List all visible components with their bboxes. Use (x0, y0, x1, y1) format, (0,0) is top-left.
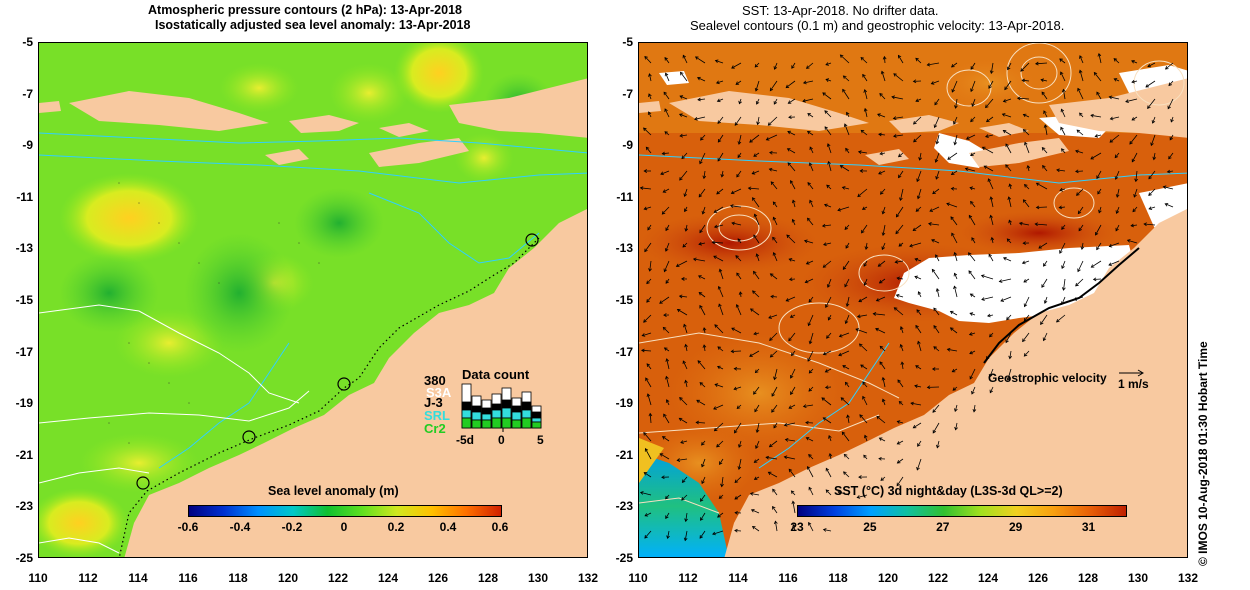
left-y-tick--25: -25 (15, 551, 33, 565)
right-x-tick-128: 128 (1077, 571, 1099, 585)
left-x-tick-110: 110 (28, 571, 48, 585)
left-x-tick-114: 114 (128, 571, 148, 585)
imos-credit: © IMOS 10-Aug-2018 01:30 Hobart Time (1196, 341, 1210, 566)
left-x-tick-130: 130 (527, 571, 549, 585)
left-y-tick--7: -7 (22, 86, 33, 101)
right-x-tick-124: 124 (977, 571, 999, 585)
left-y-tick--15: -15 (15, 293, 33, 307)
right-y-tick--19: -19 (615, 396, 633, 411)
data-count-xtick-0: 0 (498, 433, 505, 447)
left-x-tick-122: 122 (327, 571, 349, 585)
data-count-s3a: S3A (426, 385, 452, 400)
left-title-line2: Isostatically adjusted sea level anomaly… (155, 18, 471, 32)
left-x-tick-120: 120 (277, 571, 299, 585)
velocity-legend-scale: 1 m/s (1118, 377, 1149, 391)
right-colorbar-tick-27: 27 (936, 520, 950, 534)
right-x-tick-132: 132 (1177, 571, 1199, 585)
velocity-legend-label: Geostrophic velocity (988, 371, 1107, 385)
right-y-tick--5: -5 (622, 35, 633, 49)
right-colorbar-tick-23: 23 (790, 520, 804, 534)
right-y-tick--21: -21 (615, 447, 633, 462)
data-count-chart (461, 383, 542, 432)
right-x-tick-120: 120 (877, 571, 899, 585)
left-colorbar-tick-0.6: 0.6 (491, 520, 509, 534)
right-colorbar-tick-29: 29 (1008, 520, 1023, 534)
left-x-tick-124: 124 (377, 571, 399, 585)
left-y-tick--13: -13 (15, 241, 33, 256)
left-colorbar-tick-0: 0 (340, 520, 348, 534)
left-colorbar-title: Sea level anomaly (m) (268, 484, 399, 498)
left-y-tick--19: -19 (15, 396, 33, 411)
right-colorbar-tick-25: 25 (863, 520, 877, 534)
data-count-xtick-neg5: -5d (456, 433, 474, 447)
left-y-tick--17: -17 (15, 344, 33, 359)
data-count-max: 380 (424, 373, 446, 388)
right-x-tick-130: 130 (1127, 571, 1149, 585)
left-x-tick-118: 118 (228, 571, 248, 585)
right-y-tick--23: -23 (615, 499, 633, 514)
left-x-tick-128: 128 (477, 571, 499, 585)
left-title-line1: Atmospheric pressure contours (2 hPa): 1… (148, 3, 462, 17)
right-x-tick-116: 116 (778, 571, 798, 585)
right-x-tick-126: 126 (1027, 571, 1049, 585)
left-colorbar-tick-0.4: 0.4 (439, 520, 457, 534)
right-colorbar-tick-31: 31 (1081, 520, 1096, 534)
right-x-tick-112: 112 (678, 571, 698, 585)
sea-level-anomaly-map (38, 42, 588, 558)
data-count-cr2: Cr2 (424, 421, 446, 436)
left-colorbar (188, 505, 502, 517)
right-y-tick--25: -25 (615, 551, 633, 565)
left-y-tick--9: -9 (22, 138, 33, 153)
sst-map (638, 42, 1188, 558)
data-count-title: Data count (462, 367, 530, 382)
right-colorbar (797, 505, 1127, 517)
data-count-j3: J-3 (424, 395, 443, 410)
right-y-tick--17: -17 (615, 344, 633, 359)
left-x-tick-116: 116 (178, 571, 198, 585)
right-title-line2: Sealevel contours (0.1 m) and geostrophi… (690, 18, 1065, 33)
right-x-tick-110: 110 (628, 571, 648, 585)
right-y-tick--15: -15 (615, 293, 633, 307)
data-count-xtick-5: 5 (537, 433, 544, 447)
left-y-tick--21: -21 (15, 447, 33, 462)
left-y-tick--5: -5 (22, 35, 33, 49)
left-x-tick-126: 126 (427, 571, 449, 585)
left-x-tick-132: 132 (577, 571, 599, 585)
left-x-tick-112: 112 (78, 571, 98, 585)
right-x-tick-122: 122 (927, 571, 949, 585)
velocity-legend-arrow (1119, 369, 1144, 377)
right-x-tick-114: 114 (728, 571, 748, 585)
right-x-tick-118: 118 (828, 571, 848, 585)
left-colorbar-tick-0.2: 0.2 (387, 520, 405, 534)
data-count-srl: SRL (424, 408, 450, 423)
left-colorbar-tick--0.6: -0.6 (177, 520, 199, 534)
right-y-tick--11: -11 (616, 189, 633, 204)
left-colorbar-tick--0.2: -0.2 (281, 520, 303, 534)
left-y-tick--23: -23 (15, 499, 33, 514)
left-colorbar-tick--0.4: -0.4 (229, 520, 251, 534)
left-y-tick--11: -11 (16, 189, 33, 204)
right-title-line1: SST: 13-Apr-2018. No drifter data. (742, 3, 939, 18)
right-y-tick--9: -9 (622, 138, 633, 153)
right-colorbar-title: SST (°C) 3d night&day (L3S-3d QL>=2) (834, 484, 1063, 498)
right-y-tick--7: -7 (622, 86, 633, 101)
right-y-tick--13: -13 (615, 241, 633, 256)
